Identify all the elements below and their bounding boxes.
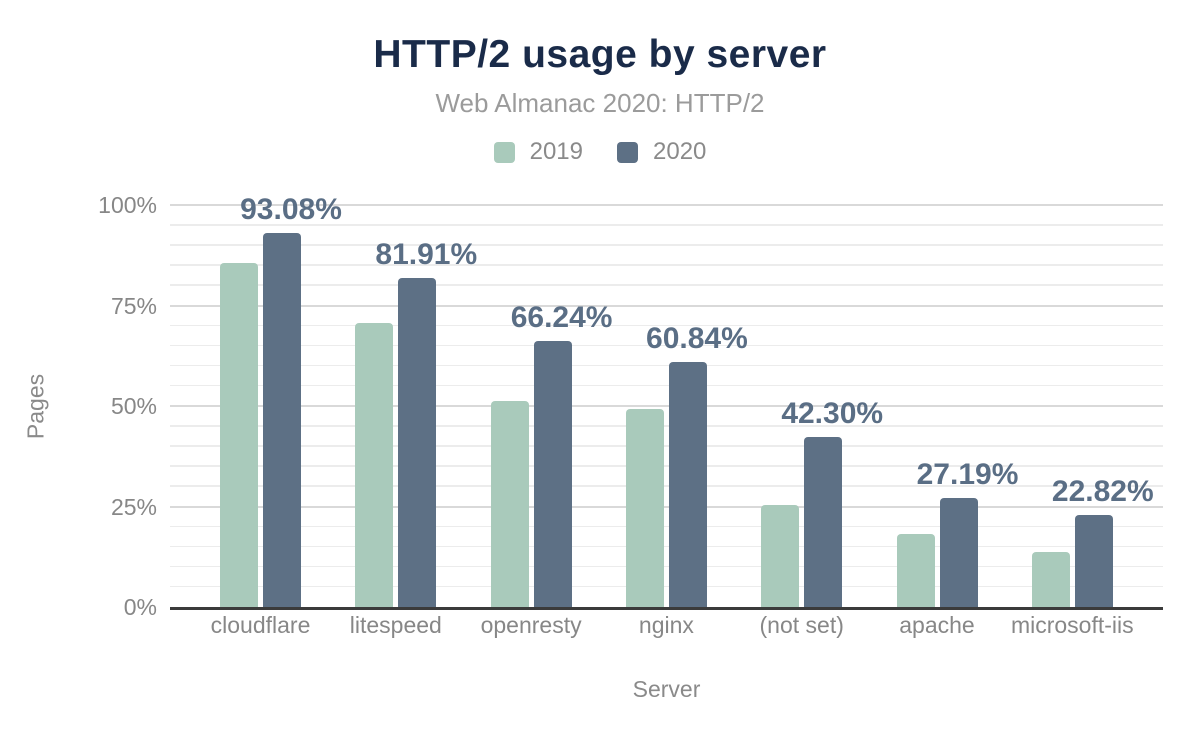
minor-gridline-10 <box>170 565 1163 568</box>
bar-2019-microsoft-iis <box>1031 552 1070 607</box>
value-label-(not set): 42.30% <box>781 396 884 430</box>
bar-2019-cloudflare <box>220 262 258 607</box>
bar-2020-microsoft-iis <box>1074 515 1113 607</box>
x-tick-label-microsoft-iis: microsoft-iis <box>1010 612 1134 638</box>
bar-2020-apache <box>939 497 978 607</box>
y-tick-label-50%: 50% <box>110 393 157 419</box>
minor-gridline-40 <box>170 445 1163 447</box>
x-tick-label-(not set): (not set) <box>759 612 844 638</box>
x-tick-label-litespeed: litespeed <box>349 612 442 638</box>
x-tick-label-cloudflare: cloudflare <box>210 612 311 638</box>
minor-gridline-55 <box>170 384 1163 387</box>
chart-subtitle: Web Almanac 2020: HTTP/2 <box>435 88 765 118</box>
x-tick-label-apache: apache <box>899 612 975 638</box>
x-tick-label-nginx: nginx <box>638 612 694 638</box>
y-axis-title: Pages <box>22 373 49 440</box>
legend-label-2020: 2020 <box>653 138 707 165</box>
major-gridline-50 <box>170 405 1163 407</box>
major-gridline-100 <box>170 204 1163 207</box>
x-tick-label-openresty: openresty <box>480 612 582 638</box>
minor-gridline-30 <box>170 485 1163 487</box>
legend-item-2019: 2019 <box>493 138 583 166</box>
minor-gridline-65 <box>170 344 1163 347</box>
minor-gridline-45 <box>170 425 1163 427</box>
bar-2020-(not set) <box>804 436 843 607</box>
minor-gridline-5 <box>170 585 1163 588</box>
bar-2019-(not set) <box>761 504 800 607</box>
legend-swatch-2020 <box>617 141 638 163</box>
bar-2019-openresty <box>490 401 529 607</box>
minor-gridline-90 <box>170 244 1163 246</box>
legend-item-2020: 2020 <box>617 138 706 166</box>
value-label-openresty: 66.24% <box>510 300 613 334</box>
value-label-cloudflare: 93.08% <box>240 192 342 226</box>
x-axis-title: Server <box>632 676 701 702</box>
minor-gridline-35 <box>170 465 1163 467</box>
major-gridline-75 <box>170 304 1163 307</box>
minor-gridline-70 <box>170 324 1163 327</box>
bar-2020-nginx <box>668 362 707 607</box>
minor-gridline-85 <box>170 264 1163 266</box>
minor-gridline-60 <box>170 364 1163 367</box>
x-axis-line <box>170 607 1163 610</box>
y-tick-label-100%: 100% <box>98 192 157 218</box>
minor-gridline-95 <box>170 224 1163 226</box>
chart-title: HTTP/2 usage by server <box>373 33 827 76</box>
legend-label-2019: 2019 <box>529 138 583 165</box>
bar-2019-litespeed <box>355 323 394 607</box>
y-tick-label-0%: 0% <box>123 594 157 620</box>
bar-2020-cloudflare <box>263 232 301 607</box>
y-tick-label-75%: 75% <box>110 292 157 319</box>
minor-gridline-80 <box>170 284 1163 286</box>
bar-2020-litespeed <box>398 277 437 607</box>
legend: 2019 2020 <box>0 138 1200 166</box>
legend-swatch-2019 <box>493 141 515 163</box>
bar-2019-apache <box>896 534 935 607</box>
value-label-litespeed: 81.91% <box>375 237 478 271</box>
y-tick-label-25%: 25% <box>110 493 157 520</box>
value-label-nginx: 60.84% <box>646 322 748 356</box>
value-label-microsoft-iis: 22.82% <box>1051 475 1154 509</box>
plot-area: 93.08% 81.91% 66.24% 60.84% 42.30% 27.19% 22.8… <box>170 193 1163 610</box>
value-label-apache: 27.19% <box>916 457 1019 491</box>
minor-gridline-20 <box>170 525 1163 528</box>
major-gridline-25 <box>170 505 1163 508</box>
bar-2020-openresty <box>533 340 572 607</box>
minor-gridline-15 <box>170 545 1163 548</box>
bar-2019-nginx <box>625 408 664 607</box>
